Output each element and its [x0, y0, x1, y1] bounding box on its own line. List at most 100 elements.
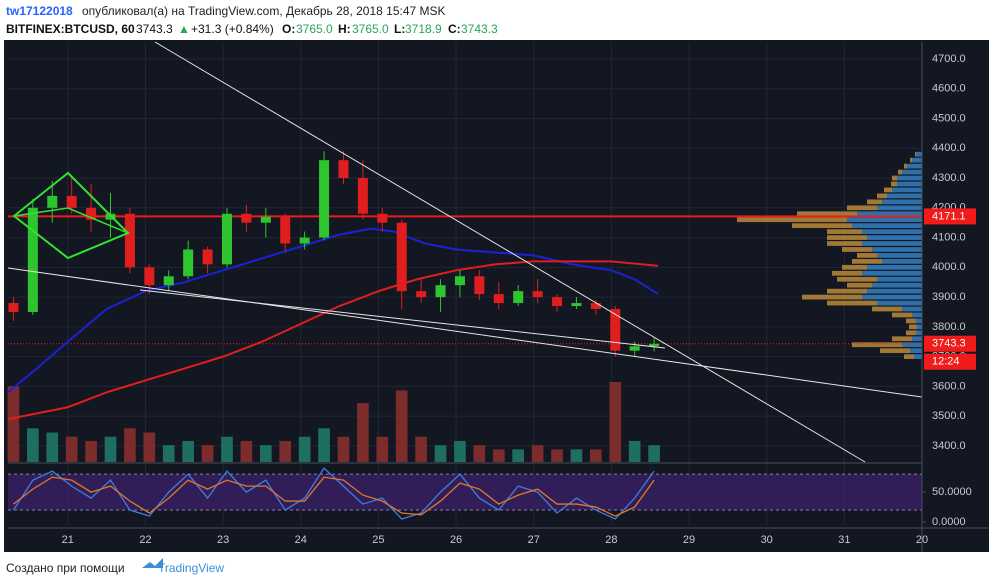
volume-profile-bar	[737, 217, 847, 223]
chart	[7, 42, 923, 525]
volume-profile-bar	[802, 294, 862, 300]
candle-body	[377, 213, 388, 223]
x-tick-label: 26	[450, 534, 462, 546]
volume-profile-bar	[880, 348, 910, 354]
volume-profile-bar	[872, 247, 922, 252]
footer-text: Создано при помощи	[6, 561, 125, 575]
last-price: 3743.3	[136, 22, 173, 36]
candle-body	[338, 160, 349, 179]
candle-body	[47, 195, 58, 208]
volume-profile-bar	[797, 211, 857, 217]
candle-body	[124, 213, 135, 268]
countdown-tag	[924, 353, 976, 370]
candle-body	[357, 178, 368, 214]
candle-body	[532, 291, 543, 298]
volume-bar	[570, 449, 583, 462]
volume-profile-bar	[916, 151, 922, 157]
y-tick-label: 4100.0	[932, 231, 966, 243]
volume-bar	[65, 436, 78, 462]
high-label: H:	[338, 22, 351, 36]
change-arrow: ▲	[178, 22, 190, 36]
x-tick-label: 25	[372, 534, 384, 546]
footer-brand[interactable]: TradingView	[158, 561, 224, 575]
volume-bar	[512, 449, 525, 462]
price-tag-label: 3743.3	[932, 338, 966, 350]
volume-bar	[162, 445, 175, 462]
volume-profile-bar	[892, 312, 912, 318]
y-tick-label: 3400.0	[932, 440, 966, 452]
y-tick-label: 0.0000	[932, 516, 966, 528]
volume-profile-bar	[897, 175, 922, 181]
candle-body	[649, 343, 660, 347]
candle-body	[513, 291, 524, 304]
price-tag	[924, 208, 976, 225]
volume-bar	[124, 428, 136, 462]
candle-body	[8, 303, 19, 312]
volume-profile-bar	[867, 199, 882, 205]
diamond-pattern[interactable]	[13, 207, 129, 234]
volume-bar	[143, 432, 156, 462]
volume-profile-bar	[862, 229, 922, 234]
volume-profile-bar	[907, 163, 922, 169]
x-tick-label: 21	[62, 534, 74, 546]
moving-average	[7, 227, 659, 394]
volume-profile-bar	[906, 318, 916, 324]
volume-profile-bar	[877, 205, 922, 211]
volume-profile-bar	[912, 157, 922, 163]
volume-profile-bar	[867, 264, 922, 270]
trend-line[interactable]	[154, 41, 866, 463]
volume-profile-bar	[917, 324, 922, 330]
volume-profile-bar	[914, 354, 922, 360]
low-value: 3718.9	[405, 22, 442, 36]
candle-body	[144, 267, 155, 286]
volume-profile-bar	[910, 348, 922, 354]
volume-profile-bar	[852, 342, 902, 348]
volume-profile-bar	[867, 235, 922, 240]
volume-bar	[473, 445, 486, 462]
candle-body	[221, 213, 232, 265]
volume-profile-bar	[916, 318, 922, 324]
volume-profile-bar	[842, 264, 867, 270]
volume-profile-bar	[827, 229, 862, 234]
trend-line[interactable]	[139, 289, 666, 349]
volume-bar	[27, 428, 39, 462]
author[interactable]: tw17122018	[6, 4, 73, 18]
volume-profile-bar	[902, 169, 922, 175]
volume-profile-bar	[862, 270, 922, 276]
y-tick-label: 4400.0	[932, 142, 966, 154]
volume-profile-bar	[882, 258, 922, 264]
volume-profile-bar	[912, 312, 922, 318]
candle-body	[163, 276, 174, 286]
candle-body	[299, 237, 310, 244]
candle-body	[435, 285, 446, 298]
price-tag	[924, 335, 976, 352]
candle-body	[552, 297, 563, 307]
volume-profile-bar	[892, 175, 897, 181]
volume-bar	[337, 436, 350, 462]
drawings	[7, 41, 923, 463]
volume-bar	[357, 403, 369, 462]
logo	[142, 558, 163, 568]
volume-profile-bar	[852, 223, 922, 229]
volume-profile-bar	[832, 270, 862, 276]
candle-body	[493, 294, 504, 304]
volume-profile-bar	[877, 276, 922, 282]
y-tick-label: 4000.0	[932, 261, 966, 273]
volume-profile-bar	[892, 336, 912, 342]
volume-profile-bar	[852, 258, 882, 264]
volume-bar	[85, 440, 97, 462]
volume-profile-bar	[916, 330, 922, 336]
volume-profile-bar	[867, 288, 922, 294]
volume-profile-bar	[902, 342, 922, 348]
trend-line[interactable]	[7, 267, 923, 398]
volume-bar	[415, 436, 427, 462]
candle-body	[66, 195, 77, 208]
y-tick-label: 4300.0	[932, 172, 966, 184]
volume-profile-bar	[902, 306, 922, 312]
open-value: 3765.0	[296, 22, 333, 36]
candle-body	[280, 216, 291, 244]
volume-bar	[531, 445, 544, 462]
price-tag-label: 4171.1	[932, 210, 966, 222]
symbol: BITFINEX:BTCUSD, 60	[6, 22, 135, 36]
